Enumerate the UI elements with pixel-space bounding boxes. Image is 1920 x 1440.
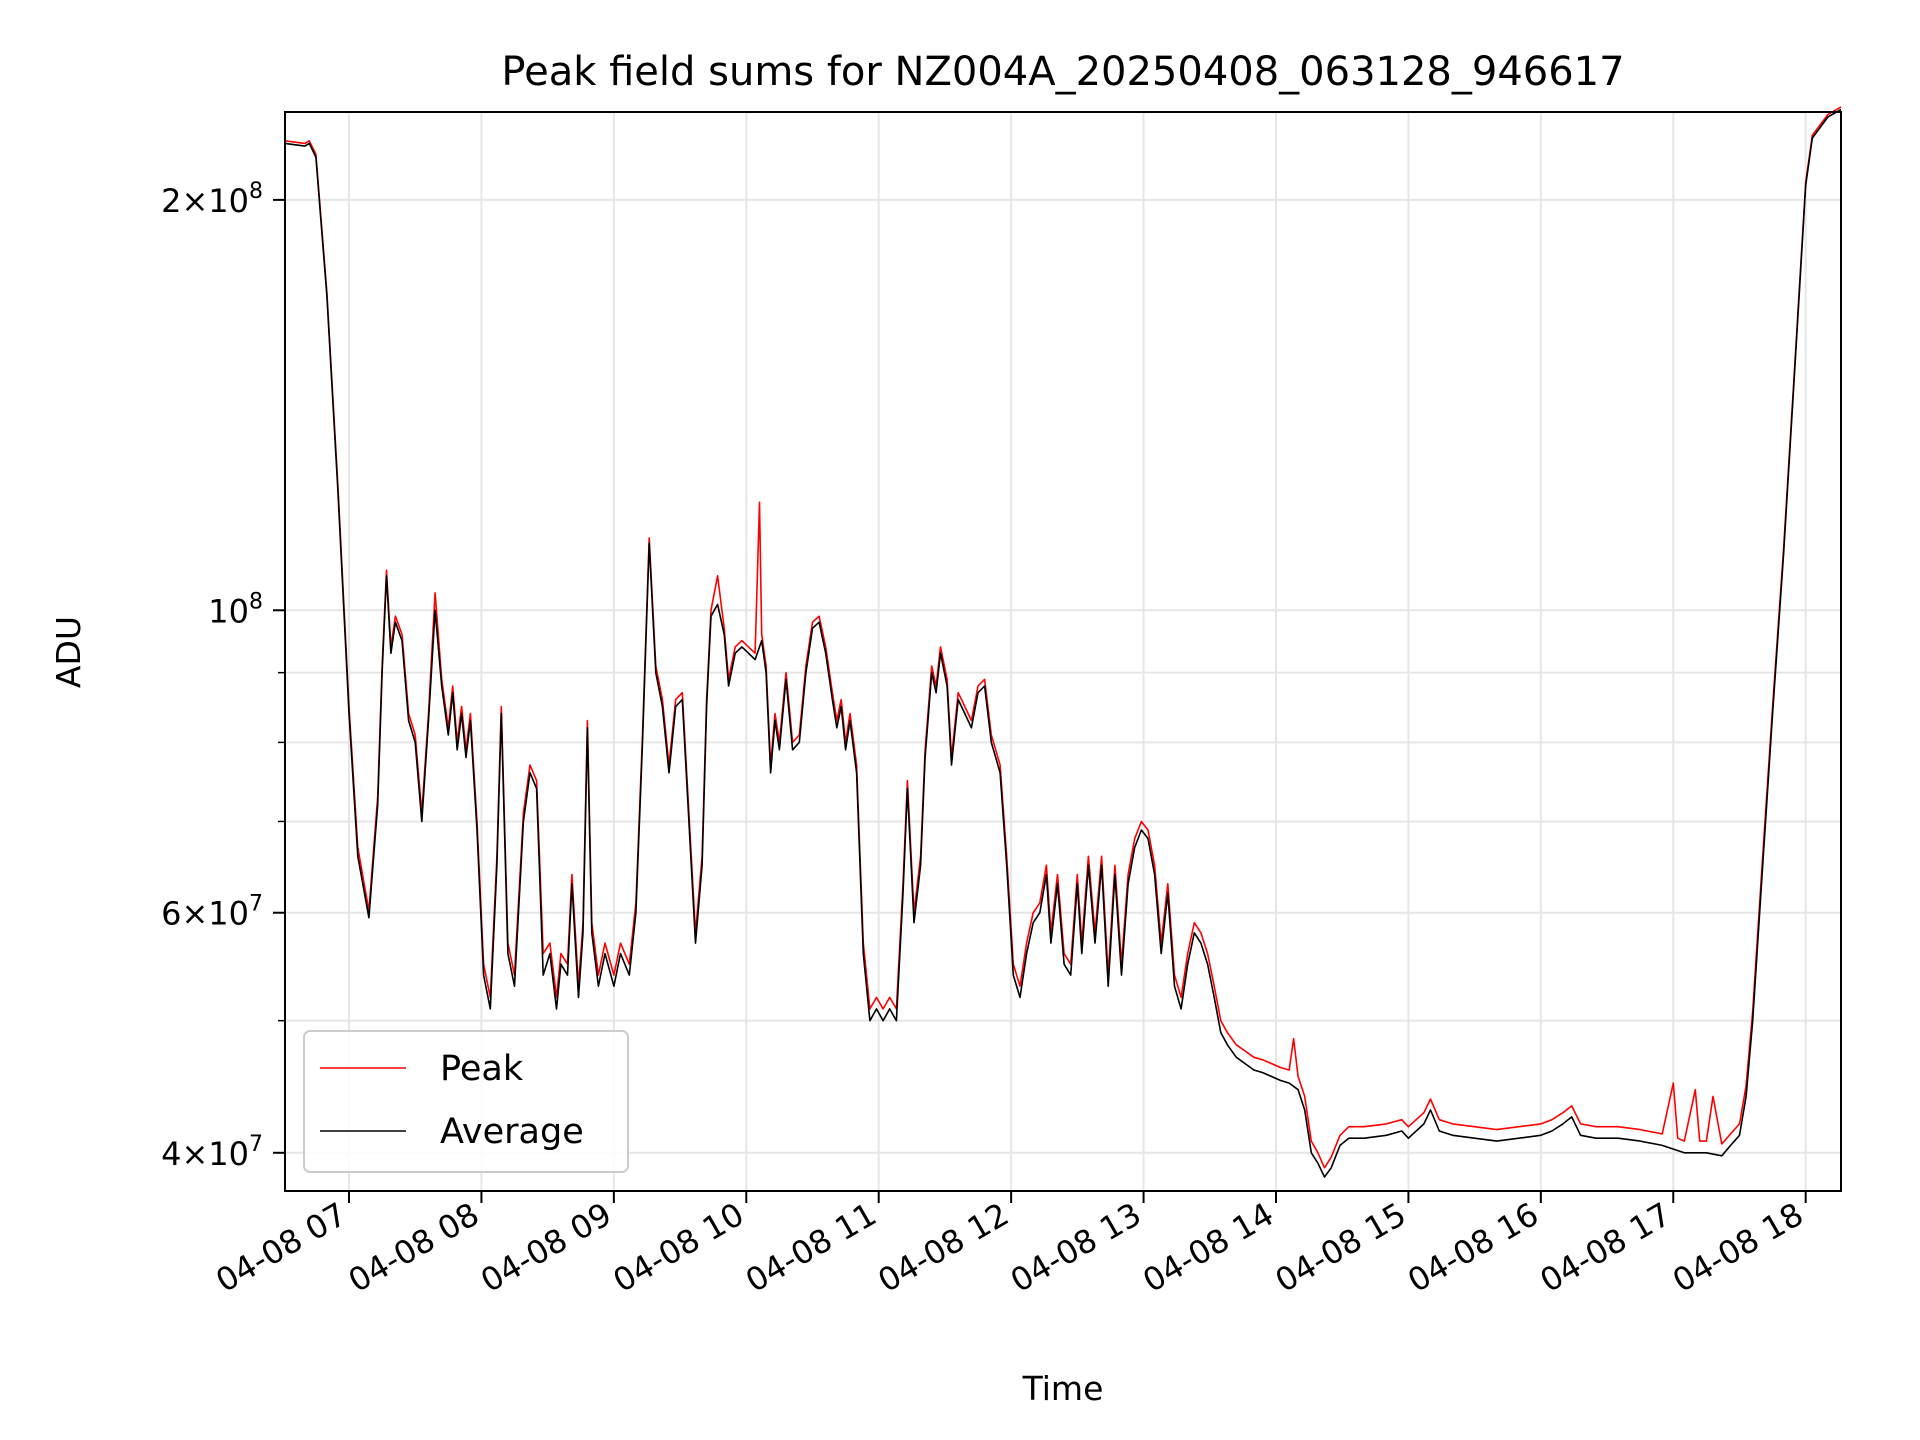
y-tick-label: 4×107 (161, 1132, 263, 1173)
legend-label-peak: Peak (440, 1049, 524, 1089)
legend-box (303, 1030, 629, 1173)
y-tick-mantissa: 2 (161, 182, 181, 220)
legend-label-average: Average (440, 1112, 584, 1152)
plot-frame (284, 111, 1842, 1192)
x-axis-label: Time (1022, 1369, 1104, 1408)
legend: Peak Average (303, 1030, 629, 1173)
y-tick-exponent: 7 (249, 892, 263, 917)
y-tick-label: 2×108 (161, 179, 263, 220)
y-tick-label: 108 (208, 589, 263, 630)
y-tick-exponent: 7 (249, 1132, 263, 1157)
y-tick-exponent: 8 (249, 179, 263, 204)
series-group (284, 106, 1842, 1178)
y-tick-mantissa: 4 (161, 1135, 181, 1173)
y-axis-label: ADU (49, 616, 88, 688)
series-line-average (284, 108, 1842, 1178)
y-tick-label: 6×107 (161, 892, 263, 933)
grid (285, 112, 1841, 1191)
y-tick-exponent: 8 (249, 589, 263, 614)
series-line-peak (284, 106, 1842, 1169)
y-axis: 4×107 6×107 108 2×108 (161, 179, 285, 1173)
chart-title: Peak field sums for NZ004A_20250408_0631… (501, 49, 1624, 95)
y-tick-mantissa: 6 (161, 895, 181, 933)
